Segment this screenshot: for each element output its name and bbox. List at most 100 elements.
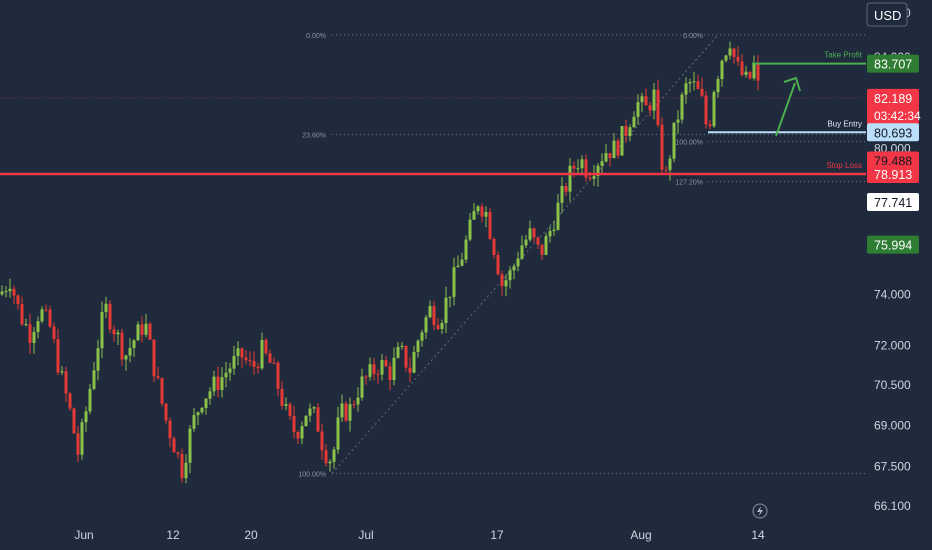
candle-body xyxy=(708,124,712,127)
candle-body xyxy=(752,62,756,79)
buy-entry-label: Buy Entry xyxy=(827,119,862,128)
candle-body xyxy=(64,371,68,394)
candle-body xyxy=(264,339,268,354)
candle-body xyxy=(720,60,724,80)
candle-body xyxy=(260,339,264,369)
candle-body xyxy=(0,291,4,295)
candle-body xyxy=(656,89,660,125)
candle-body xyxy=(504,280,508,287)
candle-body xyxy=(192,415,196,429)
candle-body xyxy=(636,102,640,117)
candle-body xyxy=(324,450,328,464)
y-tick-label: 70.500 xyxy=(874,378,911,392)
candle-body xyxy=(440,323,444,329)
candle-body xyxy=(372,364,376,374)
candle-body xyxy=(148,323,152,340)
candle-body xyxy=(200,407,204,413)
candle-body xyxy=(672,122,676,159)
candle-body xyxy=(448,296,452,298)
candle-body xyxy=(120,332,124,360)
candle-body xyxy=(480,206,484,217)
candle-body xyxy=(88,388,92,412)
candle-body xyxy=(24,324,28,326)
candle-body xyxy=(176,452,180,454)
candle-body xyxy=(740,61,744,75)
candle-body xyxy=(520,245,524,259)
candle-body xyxy=(296,432,300,439)
candle-body xyxy=(308,408,312,416)
arrow-shaft xyxy=(775,82,796,137)
candle-body xyxy=(488,212,492,239)
fib-level-label: 0.00% xyxy=(683,33,703,40)
x-tick-label: 20 xyxy=(244,528,258,542)
candle-body xyxy=(612,140,616,159)
candle-body xyxy=(248,360,252,362)
candle-body xyxy=(136,324,140,341)
candle-body xyxy=(468,219,472,240)
currency-selector[interactable]: USD xyxy=(866,2,908,27)
candle-body xyxy=(12,288,16,296)
candle-body xyxy=(360,376,364,398)
y-tick-label: 69.000 xyxy=(874,418,911,432)
candle-body xyxy=(732,48,736,57)
candle-body xyxy=(560,186,564,203)
candle-body xyxy=(56,339,60,373)
candle-body xyxy=(748,71,752,79)
x-tick-label: 12 xyxy=(166,528,180,542)
x-axis-ticks: Jun 12 20 Jul 17 Aug 14 xyxy=(74,528,765,542)
x-tick-label: Jun xyxy=(74,528,93,542)
candle-body xyxy=(692,81,696,83)
candle-body xyxy=(552,229,556,232)
candle-body xyxy=(316,407,320,432)
candle-body xyxy=(268,353,272,363)
fib-level-label: 0.00% xyxy=(306,33,326,40)
candle-body xyxy=(152,339,156,377)
candle-body xyxy=(452,267,456,297)
candle-body xyxy=(208,391,212,399)
candle-body xyxy=(420,332,424,341)
lightning-icon[interactable] xyxy=(752,503,768,519)
candle-body xyxy=(72,408,76,434)
candle-body xyxy=(292,415,296,432)
candle-body xyxy=(492,239,496,255)
candle-body xyxy=(392,357,396,380)
candle-body xyxy=(256,366,260,369)
candle-body xyxy=(680,94,684,120)
candle-body xyxy=(196,412,200,416)
candle-body xyxy=(348,404,352,421)
trade-levels[interactable]: Stop Loss Buy Entry Take Profit xyxy=(0,51,866,176)
time-axis[interactable] xyxy=(0,520,866,550)
candle-body xyxy=(52,326,56,339)
candle-body xyxy=(180,453,184,479)
candle-body xyxy=(532,228,536,238)
candle-body xyxy=(124,355,128,360)
candle-body xyxy=(236,348,240,356)
candle-body xyxy=(660,124,664,170)
candle-body xyxy=(604,153,608,162)
candle-body xyxy=(476,206,480,212)
candle-body xyxy=(396,346,400,358)
candle-body xyxy=(144,323,148,335)
projection-arrow[interactable] xyxy=(775,76,801,137)
candle-body xyxy=(388,366,392,380)
candle-body xyxy=(140,324,144,335)
candle-body xyxy=(424,317,428,333)
candle-body xyxy=(240,348,244,358)
x-tick-label: Jul xyxy=(358,528,373,542)
candle-body xyxy=(368,364,372,377)
candle-body xyxy=(112,329,116,335)
candle-body xyxy=(224,372,228,378)
stop-loss-label: Stop Loss xyxy=(826,161,862,170)
candle-body xyxy=(648,105,652,111)
candle-body xyxy=(280,388,284,406)
candle-body xyxy=(272,362,276,364)
candle-body xyxy=(500,274,504,287)
candle-body xyxy=(288,404,292,416)
candle-body xyxy=(664,169,668,171)
candle-body xyxy=(524,239,528,246)
candle-body xyxy=(496,255,500,275)
candle-body xyxy=(456,265,460,268)
